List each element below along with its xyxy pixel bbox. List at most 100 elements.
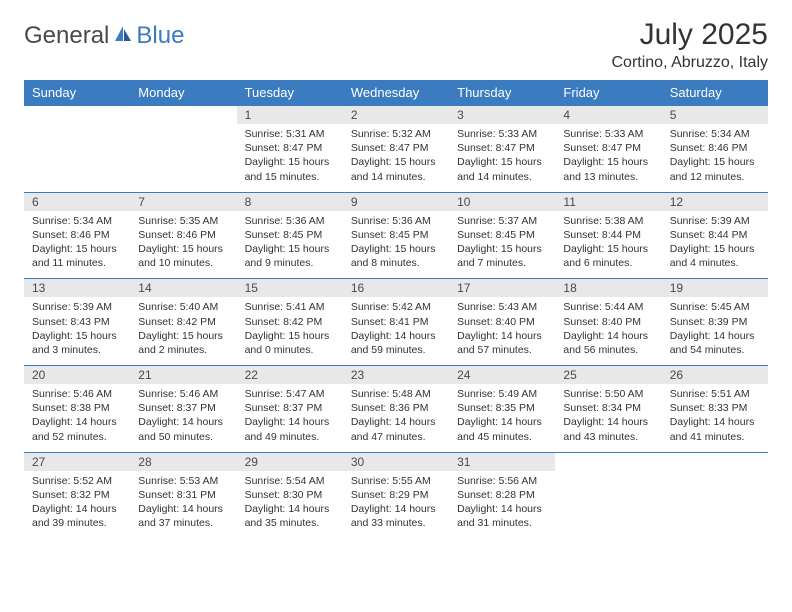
daylight-line: Daylight: 14 hours and 41 minutes.: [670, 415, 760, 443]
day-number-cell: 1: [237, 106, 343, 125]
sunrise-line: Sunrise: 5:46 AM: [138, 387, 228, 401]
day-number-cell: 24: [449, 366, 555, 385]
day-number-cell: 20: [24, 366, 130, 385]
daylight-line: Daylight: 14 hours and 45 minutes.: [457, 415, 547, 443]
sunrise-line: Sunrise: 5:46 AM: [32, 387, 122, 401]
calendar-body: 12345Sunrise: 5:31 AMSunset: 8:47 PMDayl…: [24, 106, 768, 539]
sunset-line: Sunset: 8:40 PM: [457, 315, 547, 329]
month-title: July 2025: [611, 18, 768, 52]
sunrise-line: Sunrise: 5:43 AM: [457, 300, 547, 314]
daylight-line: Daylight: 14 hours and 54 minutes.: [670, 329, 760, 357]
sunset-line: Sunset: 8:47 PM: [351, 141, 441, 155]
sunrise-line: Sunrise: 5:35 AM: [138, 214, 228, 228]
day-number-cell: 11: [555, 192, 661, 211]
sail-icon: [113, 24, 133, 49]
day-content-cell: Sunrise: 5:33 AMSunset: 8:47 PMDaylight:…: [555, 124, 661, 192]
daylight-line: Daylight: 14 hours and 57 minutes.: [457, 329, 547, 357]
sunset-line: Sunset: 8:45 PM: [457, 228, 547, 242]
sunrise-line: Sunrise: 5:37 AM: [457, 214, 547, 228]
sunset-line: Sunset: 8:43 PM: [32, 315, 122, 329]
day-content-cell: Sunrise: 5:56 AMSunset: 8:28 PMDaylight:…: [449, 471, 555, 539]
dayhead-friday: Friday: [555, 80, 661, 106]
daylight-line: Daylight: 15 hours and 6 minutes.: [563, 242, 653, 270]
day-number-cell: 16: [343, 279, 449, 298]
sunrise-line: Sunrise: 5:36 AM: [245, 214, 335, 228]
sunrise-line: Sunrise: 5:45 AM: [670, 300, 760, 314]
day-number-cell: 10: [449, 192, 555, 211]
daylight-line: Daylight: 15 hours and 4 minutes.: [670, 242, 760, 270]
sunset-line: Sunset: 8:40 PM: [563, 315, 653, 329]
day-number-cell: 3: [449, 106, 555, 125]
day-number-cell: 15: [237, 279, 343, 298]
day-content-cell: [662, 471, 768, 539]
day-content-cell: Sunrise: 5:39 AMSunset: 8:43 PMDaylight:…: [24, 297, 130, 365]
week-content-row: Sunrise: 5:39 AMSunset: 8:43 PMDaylight:…: [24, 297, 768, 365]
day-number-cell: [130, 106, 236, 125]
sunset-line: Sunset: 8:44 PM: [563, 228, 653, 242]
sunrise-line: Sunrise: 5:55 AM: [351, 474, 441, 488]
day-number-cell: 12: [662, 192, 768, 211]
daylight-line: Daylight: 15 hours and 7 minutes.: [457, 242, 547, 270]
day-content-cell: [130, 124, 236, 192]
daylight-line: Daylight: 14 hours and 35 minutes.: [245, 502, 335, 530]
day-number-cell: 2: [343, 106, 449, 125]
sunset-line: Sunset: 8:34 PM: [563, 401, 653, 415]
sunset-line: Sunset: 8:37 PM: [245, 401, 335, 415]
sunset-line: Sunset: 8:45 PM: [351, 228, 441, 242]
daylight-line: Daylight: 15 hours and 14 minutes.: [351, 155, 441, 183]
daylight-line: Daylight: 14 hours and 43 minutes.: [563, 415, 653, 443]
dayhead-thursday: Thursday: [449, 80, 555, 106]
daylight-line: Daylight: 14 hours and 50 minutes.: [138, 415, 228, 443]
day-number-cell: 29: [237, 452, 343, 471]
brand-part1: General: [24, 22, 109, 50]
day-number-cell: 17: [449, 279, 555, 298]
sunrise-line: Sunrise: 5:44 AM: [563, 300, 653, 314]
day-number-cell: 23: [343, 366, 449, 385]
sunset-line: Sunset: 8:46 PM: [32, 228, 122, 242]
sunrise-line: Sunrise: 5:41 AM: [245, 300, 335, 314]
sunset-line: Sunset: 8:44 PM: [670, 228, 760, 242]
day-number-cell: 28: [130, 452, 236, 471]
week-content-row: Sunrise: 5:52 AMSunset: 8:32 PMDaylight:…: [24, 471, 768, 539]
sunrise-line: Sunrise: 5:36 AM: [351, 214, 441, 228]
day-content-cell: Sunrise: 5:44 AMSunset: 8:40 PMDaylight:…: [555, 297, 661, 365]
sunrise-line: Sunrise: 5:38 AM: [563, 214, 653, 228]
day-content-cell: Sunrise: 5:50 AMSunset: 8:34 PMDaylight:…: [555, 384, 661, 452]
day-number-cell: 4: [555, 106, 661, 125]
sunset-line: Sunset: 8:38 PM: [32, 401, 122, 415]
day-content-cell: Sunrise: 5:45 AMSunset: 8:39 PMDaylight:…: [662, 297, 768, 365]
day-number-cell: 8: [237, 192, 343, 211]
day-number-cell: 18: [555, 279, 661, 298]
sunrise-line: Sunrise: 5:47 AM: [245, 387, 335, 401]
daylight-line: Daylight: 15 hours and 9 minutes.: [245, 242, 335, 270]
sunrise-line: Sunrise: 5:33 AM: [563, 127, 653, 141]
dayhead-tuesday: Tuesday: [237, 80, 343, 106]
calendar-page: General Blue July 2025 Cortino, Abruzzo,…: [0, 0, 792, 556]
sunrise-line: Sunrise: 5:53 AM: [138, 474, 228, 488]
day-content-cell: Sunrise: 5:41 AMSunset: 8:42 PMDaylight:…: [237, 297, 343, 365]
week-content-row: Sunrise: 5:31 AMSunset: 8:47 PMDaylight:…: [24, 124, 768, 192]
sunset-line: Sunset: 8:29 PM: [351, 488, 441, 502]
day-content-cell: Sunrise: 5:55 AMSunset: 8:29 PMDaylight:…: [343, 471, 449, 539]
sunrise-line: Sunrise: 5:34 AM: [32, 214, 122, 228]
week-content-row: Sunrise: 5:46 AMSunset: 8:38 PMDaylight:…: [24, 384, 768, 452]
day-content-cell: Sunrise: 5:42 AMSunset: 8:41 PMDaylight:…: [343, 297, 449, 365]
daylight-line: Daylight: 15 hours and 15 minutes.: [245, 155, 335, 183]
day-content-cell: Sunrise: 5:52 AMSunset: 8:32 PMDaylight:…: [24, 471, 130, 539]
sunrise-line: Sunrise: 5:51 AM: [670, 387, 760, 401]
week-daynum-row: 12345: [24, 106, 768, 125]
day-number-cell: 30: [343, 452, 449, 471]
sunset-line: Sunset: 8:42 PM: [245, 315, 335, 329]
sunrise-line: Sunrise: 5:40 AM: [138, 300, 228, 314]
sunset-line: Sunset: 8:42 PM: [138, 315, 228, 329]
daylight-line: Daylight: 14 hours and 56 minutes.: [563, 329, 653, 357]
day-number-cell: 7: [130, 192, 236, 211]
day-content-cell: [555, 471, 661, 539]
sunset-line: Sunset: 8:30 PM: [245, 488, 335, 502]
day-content-cell: Sunrise: 5:48 AMSunset: 8:36 PMDaylight:…: [343, 384, 449, 452]
sunrise-line: Sunrise: 5:52 AM: [32, 474, 122, 488]
daylight-line: Daylight: 14 hours and 49 minutes.: [245, 415, 335, 443]
sunset-line: Sunset: 8:28 PM: [457, 488, 547, 502]
header-row: General Blue July 2025 Cortino, Abruzzo,…: [24, 18, 768, 72]
day-content-cell: Sunrise: 5:47 AMSunset: 8:37 PMDaylight:…: [237, 384, 343, 452]
